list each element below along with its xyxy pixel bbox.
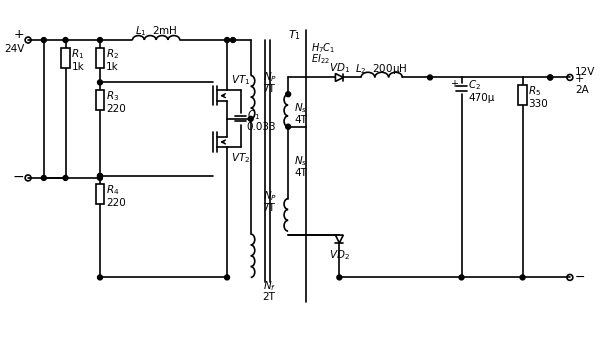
Circle shape bbox=[337, 275, 342, 280]
Text: 12V: 12V bbox=[575, 66, 595, 76]
Text: $R_4$: $R_4$ bbox=[106, 183, 119, 197]
Text: $N_f$: $N_f$ bbox=[263, 279, 276, 293]
Circle shape bbox=[428, 75, 433, 80]
Text: $N_P$: $N_P$ bbox=[263, 71, 277, 84]
Circle shape bbox=[286, 92, 290, 97]
Text: +: + bbox=[14, 28, 24, 40]
Text: 220: 220 bbox=[106, 104, 125, 114]
Text: $L_2$  200μH: $L_2$ 200μH bbox=[355, 62, 408, 75]
Text: 1k: 1k bbox=[106, 62, 119, 72]
Bar bbox=[518, 85, 527, 105]
Polygon shape bbox=[335, 73, 343, 81]
Circle shape bbox=[224, 38, 230, 43]
Circle shape bbox=[230, 38, 235, 43]
Text: 1k: 1k bbox=[71, 62, 84, 72]
Text: $VT_2$: $VT_2$ bbox=[231, 151, 250, 165]
Circle shape bbox=[286, 124, 290, 129]
Text: +: + bbox=[449, 79, 458, 89]
Circle shape bbox=[224, 275, 230, 280]
Text: $N_s$: $N_s$ bbox=[294, 154, 307, 167]
Circle shape bbox=[548, 75, 553, 80]
Text: 4T: 4T bbox=[294, 115, 307, 125]
Text: $VT_1$: $VT_1$ bbox=[231, 73, 250, 87]
Text: $VD_2$: $VD_2$ bbox=[329, 248, 350, 262]
Text: $R_2$: $R_2$ bbox=[106, 47, 119, 61]
Text: 7T: 7T bbox=[263, 84, 275, 94]
Text: 470μ: 470μ bbox=[469, 93, 495, 103]
Bar bbox=[61, 48, 70, 67]
Text: 4T: 4T bbox=[294, 167, 307, 177]
Text: $R_1$: $R_1$ bbox=[71, 47, 85, 61]
Circle shape bbox=[41, 38, 46, 43]
Circle shape bbox=[548, 75, 553, 80]
Circle shape bbox=[98, 175, 103, 180]
Circle shape bbox=[98, 275, 103, 280]
Text: 330: 330 bbox=[529, 99, 548, 109]
Text: $H_7C_1$: $H_7C_1$ bbox=[311, 41, 335, 55]
Circle shape bbox=[459, 275, 464, 280]
Text: 2T: 2T bbox=[263, 292, 275, 302]
Circle shape bbox=[98, 173, 103, 179]
Bar bbox=[95, 184, 104, 203]
Text: $C_1$: $C_1$ bbox=[247, 108, 260, 122]
Circle shape bbox=[248, 116, 253, 121]
Text: $C_2$: $C_2$ bbox=[469, 79, 481, 92]
Text: −: − bbox=[575, 271, 585, 284]
Circle shape bbox=[63, 175, 68, 180]
Text: −: − bbox=[13, 170, 24, 184]
Text: +: + bbox=[575, 74, 584, 84]
Circle shape bbox=[98, 38, 103, 43]
Text: 7T: 7T bbox=[263, 203, 275, 213]
Text: 24V: 24V bbox=[4, 44, 24, 54]
Circle shape bbox=[41, 175, 46, 180]
Text: $R_3$: $R_3$ bbox=[106, 89, 119, 103]
Circle shape bbox=[98, 173, 103, 179]
Text: $EI_{22}$: $EI_{22}$ bbox=[311, 52, 330, 66]
Bar bbox=[95, 48, 104, 67]
Text: 0.033: 0.033 bbox=[247, 122, 277, 132]
Text: 2A: 2A bbox=[575, 85, 589, 95]
Text: $L_1$  2mH: $L_1$ 2mH bbox=[135, 24, 178, 38]
Text: 220: 220 bbox=[106, 198, 125, 208]
Polygon shape bbox=[335, 235, 343, 243]
Circle shape bbox=[98, 80, 103, 85]
Circle shape bbox=[63, 38, 68, 43]
Text: $N_P$: $N_P$ bbox=[263, 189, 277, 203]
Text: $T_1$: $T_1$ bbox=[288, 28, 301, 42]
Text: $N_s$: $N_s$ bbox=[294, 102, 307, 115]
Text: $VD_1$: $VD_1$ bbox=[329, 62, 350, 75]
Bar bbox=[95, 90, 104, 110]
Text: $R_5$: $R_5$ bbox=[529, 84, 542, 98]
Circle shape bbox=[520, 275, 525, 280]
